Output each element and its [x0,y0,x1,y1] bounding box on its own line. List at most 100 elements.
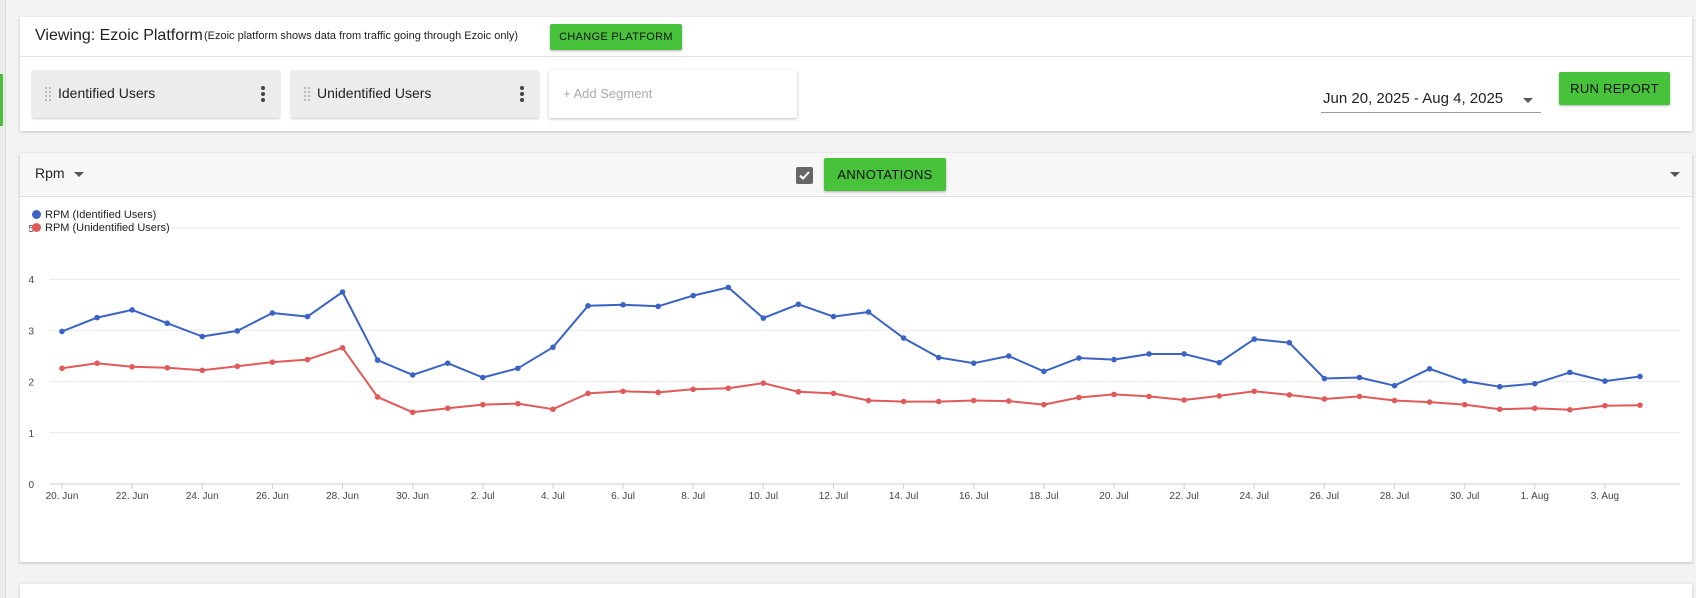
report-filter-card: Viewing: Ezoic Platform (Ezoic platform … [20,17,1692,131]
y-tick-label: 4 [28,275,34,286]
data-point [900,398,907,405]
data-point [59,328,65,335]
data-point [1251,388,1258,395]
data-point [199,367,206,374]
data-point [409,409,416,416]
data-point [795,389,802,395]
data-point [374,394,381,400]
y-tick-label: 3 [28,326,34,337]
data-point [1111,356,1117,363]
data-point [304,356,311,363]
collapse-chevron-icon[interactable] [1670,172,1680,177]
data-point [480,401,486,408]
x-tick-label: 4. Jul [541,491,565,502]
data-point [94,360,100,366]
data-point [1076,355,1082,361]
add-segment-field[interactable]: + Add Segment [549,70,797,118]
x-tick-label: 22. Jun [116,491,149,502]
legend-item-identified[interactable]: RPM (Identified Users) [32,209,156,221]
run-report-button[interactable]: RUN REPORT [1559,72,1670,105]
data-point [1356,374,1363,381]
data-point [1321,375,1328,382]
date-range-value: Jun 20, 2025 - Aug 4, 2025 [1323,90,1504,107]
data-point [234,363,241,370]
drag-handle-icon[interactable] [303,86,311,102]
data-point [1461,401,1468,408]
annotations-button[interactable]: ANNOTATIONS [824,158,946,191]
x-tick-label: 1. Aug [1521,491,1549,502]
line-chart: 0 1 2 3 4 5 20. Jun 22. Jun 24. Jun 26. Jun 28. Ju… [28,224,1680,502]
chevron-down-icon [1523,98,1533,103]
x-tick-label: 26. Jun [256,491,289,502]
segment-chip-unidentified[interactable]: Unidentified Users [291,70,539,118]
data-point [725,284,732,291]
data-point [1111,391,1117,398]
segment-chip-identified[interactable]: Identified Users [32,70,280,118]
left-edge [0,0,6,598]
platform-row: Viewing: Ezoic Platform (Ezoic platform … [20,17,1692,57]
data-point [1637,373,1643,380]
data-point [444,360,451,366]
x-tick-label: 30. Jul [1450,491,1479,502]
y-tick-label: 1 [28,429,34,440]
data-point [900,335,907,341]
data-point [304,313,311,320]
legend-item-unidentified[interactable]: RPM (Unidentified Users) [32,222,170,234]
x-tick-label: 14. Jul [889,491,918,502]
data-point [1637,402,1643,408]
data-point [59,365,65,372]
y-tick-label: 5 [28,224,34,235]
data-point [690,386,696,393]
data-point [620,388,626,395]
data-point [830,390,837,397]
data-point [1496,383,1503,390]
x-tick-label: 28. Jul [1380,491,1409,502]
series-line-identified [61,286,1641,388]
data-point [1216,393,1222,399]
data-point [620,302,626,308]
nav-active-indicator [0,74,3,126]
change-platform-button[interactable]: CHANGE PLATFORM [550,24,682,50]
data-point [480,374,486,381]
data-point [1461,378,1468,384]
x-tick-label: 16. Jul [959,491,988,502]
x-tick-label: 12. Jul [819,491,848,502]
more-vert-icon[interactable] [519,84,525,104]
data-point [94,314,100,321]
data-point [1356,393,1363,400]
date-range-select[interactable]: Jun 20, 2025 - Aug 4, 2025 [1321,87,1541,113]
x-tick-label: 26. Jul [1310,491,1339,502]
data-point [374,357,381,363]
data-point [1181,351,1187,357]
x-tick-label: 18. Jul [1029,491,1058,502]
data-point [339,289,346,295]
x-tick-label: 6. Jul [611,491,635,502]
data-point [269,310,276,316]
data-point [1041,401,1047,408]
data-point [970,397,977,404]
data-point [1496,406,1503,413]
data-point [1146,351,1152,357]
data-point [970,360,977,366]
data-point [1216,359,1222,366]
legend-marker [32,223,41,232]
data-point [129,363,135,370]
data-point [865,309,872,315]
y-tick-label: 0 [28,480,34,491]
x-tick-label: 20. Jun [46,491,79,502]
data-point [1391,397,1398,404]
more-vert-icon[interactable] [260,84,266,104]
annotations-checkbox[interactable] [796,167,813,184]
drag-handle-icon[interactable] [44,86,52,102]
check-icon [799,171,810,180]
series-line-unidentified [61,346,1641,414]
data-point [935,354,942,361]
x-tick-label: 28. Jun [326,491,359,502]
data-point [760,315,767,321]
data-point [1251,336,1258,342]
metric-select[interactable]: Rpm [35,165,95,185]
x-tick-label: 24. Jul [1240,491,1269,502]
x-tick-label: 30. Jun [396,491,429,502]
x-tick-label: 3. Aug [1591,491,1619,502]
data-point [1076,394,1082,401]
